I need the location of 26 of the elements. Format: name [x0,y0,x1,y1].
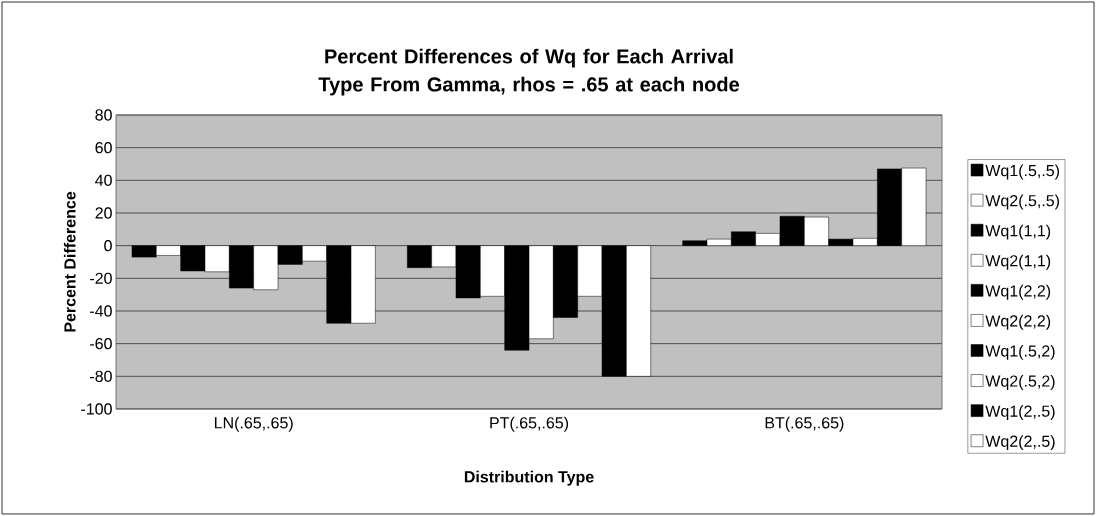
legend-label: Wq2(.5,.5) [985,194,1060,210]
x-tick-label: PT(.65,.65) [490,416,569,432]
y-tick-label: -100 [81,403,112,415]
y-tick-label: -80 [90,370,112,382]
y-tick-label: 40 [95,174,112,186]
legend-label: Wq2(1,1) [985,254,1051,270]
chart-title: Percent Differences of Wq for Each Arrival Type From Gamma, rhos = .65 at each node [318,48,740,96]
legend-label: Wq2(.5,2) [985,375,1055,390]
legend-label: Wq2(2,.5) [985,435,1055,451]
y-tick-label: 0 [104,239,112,252]
x-tick-label: BT(.65,.65) [765,416,844,432]
x-tick-label: LN(.65,.65) [214,416,293,432]
legend-label: Wq1(2,2) [985,284,1051,300]
legend-label: Wq1(.5,2) [985,344,1055,360]
y-tick-label: 80 [95,109,112,121]
y-tick-label: 20 [95,207,112,219]
y-axis-title: Percent Difference [63,191,76,332]
legend-label: Wq1(2,.5) [985,405,1055,421]
legend-label: Wq1(1,1) [985,224,1051,240]
x-axis-title: Distribution Type [464,470,594,486]
y-tick-label: -20 [90,272,112,284]
legend-label: Wq1(.5,.5) [985,164,1060,180]
y-tick-label: -60 [90,337,112,350]
y-tick-label: 60 [95,141,112,154]
legend-label: Wq2(2,2) [985,314,1051,330]
y-tick-label: -40 [90,305,112,317]
